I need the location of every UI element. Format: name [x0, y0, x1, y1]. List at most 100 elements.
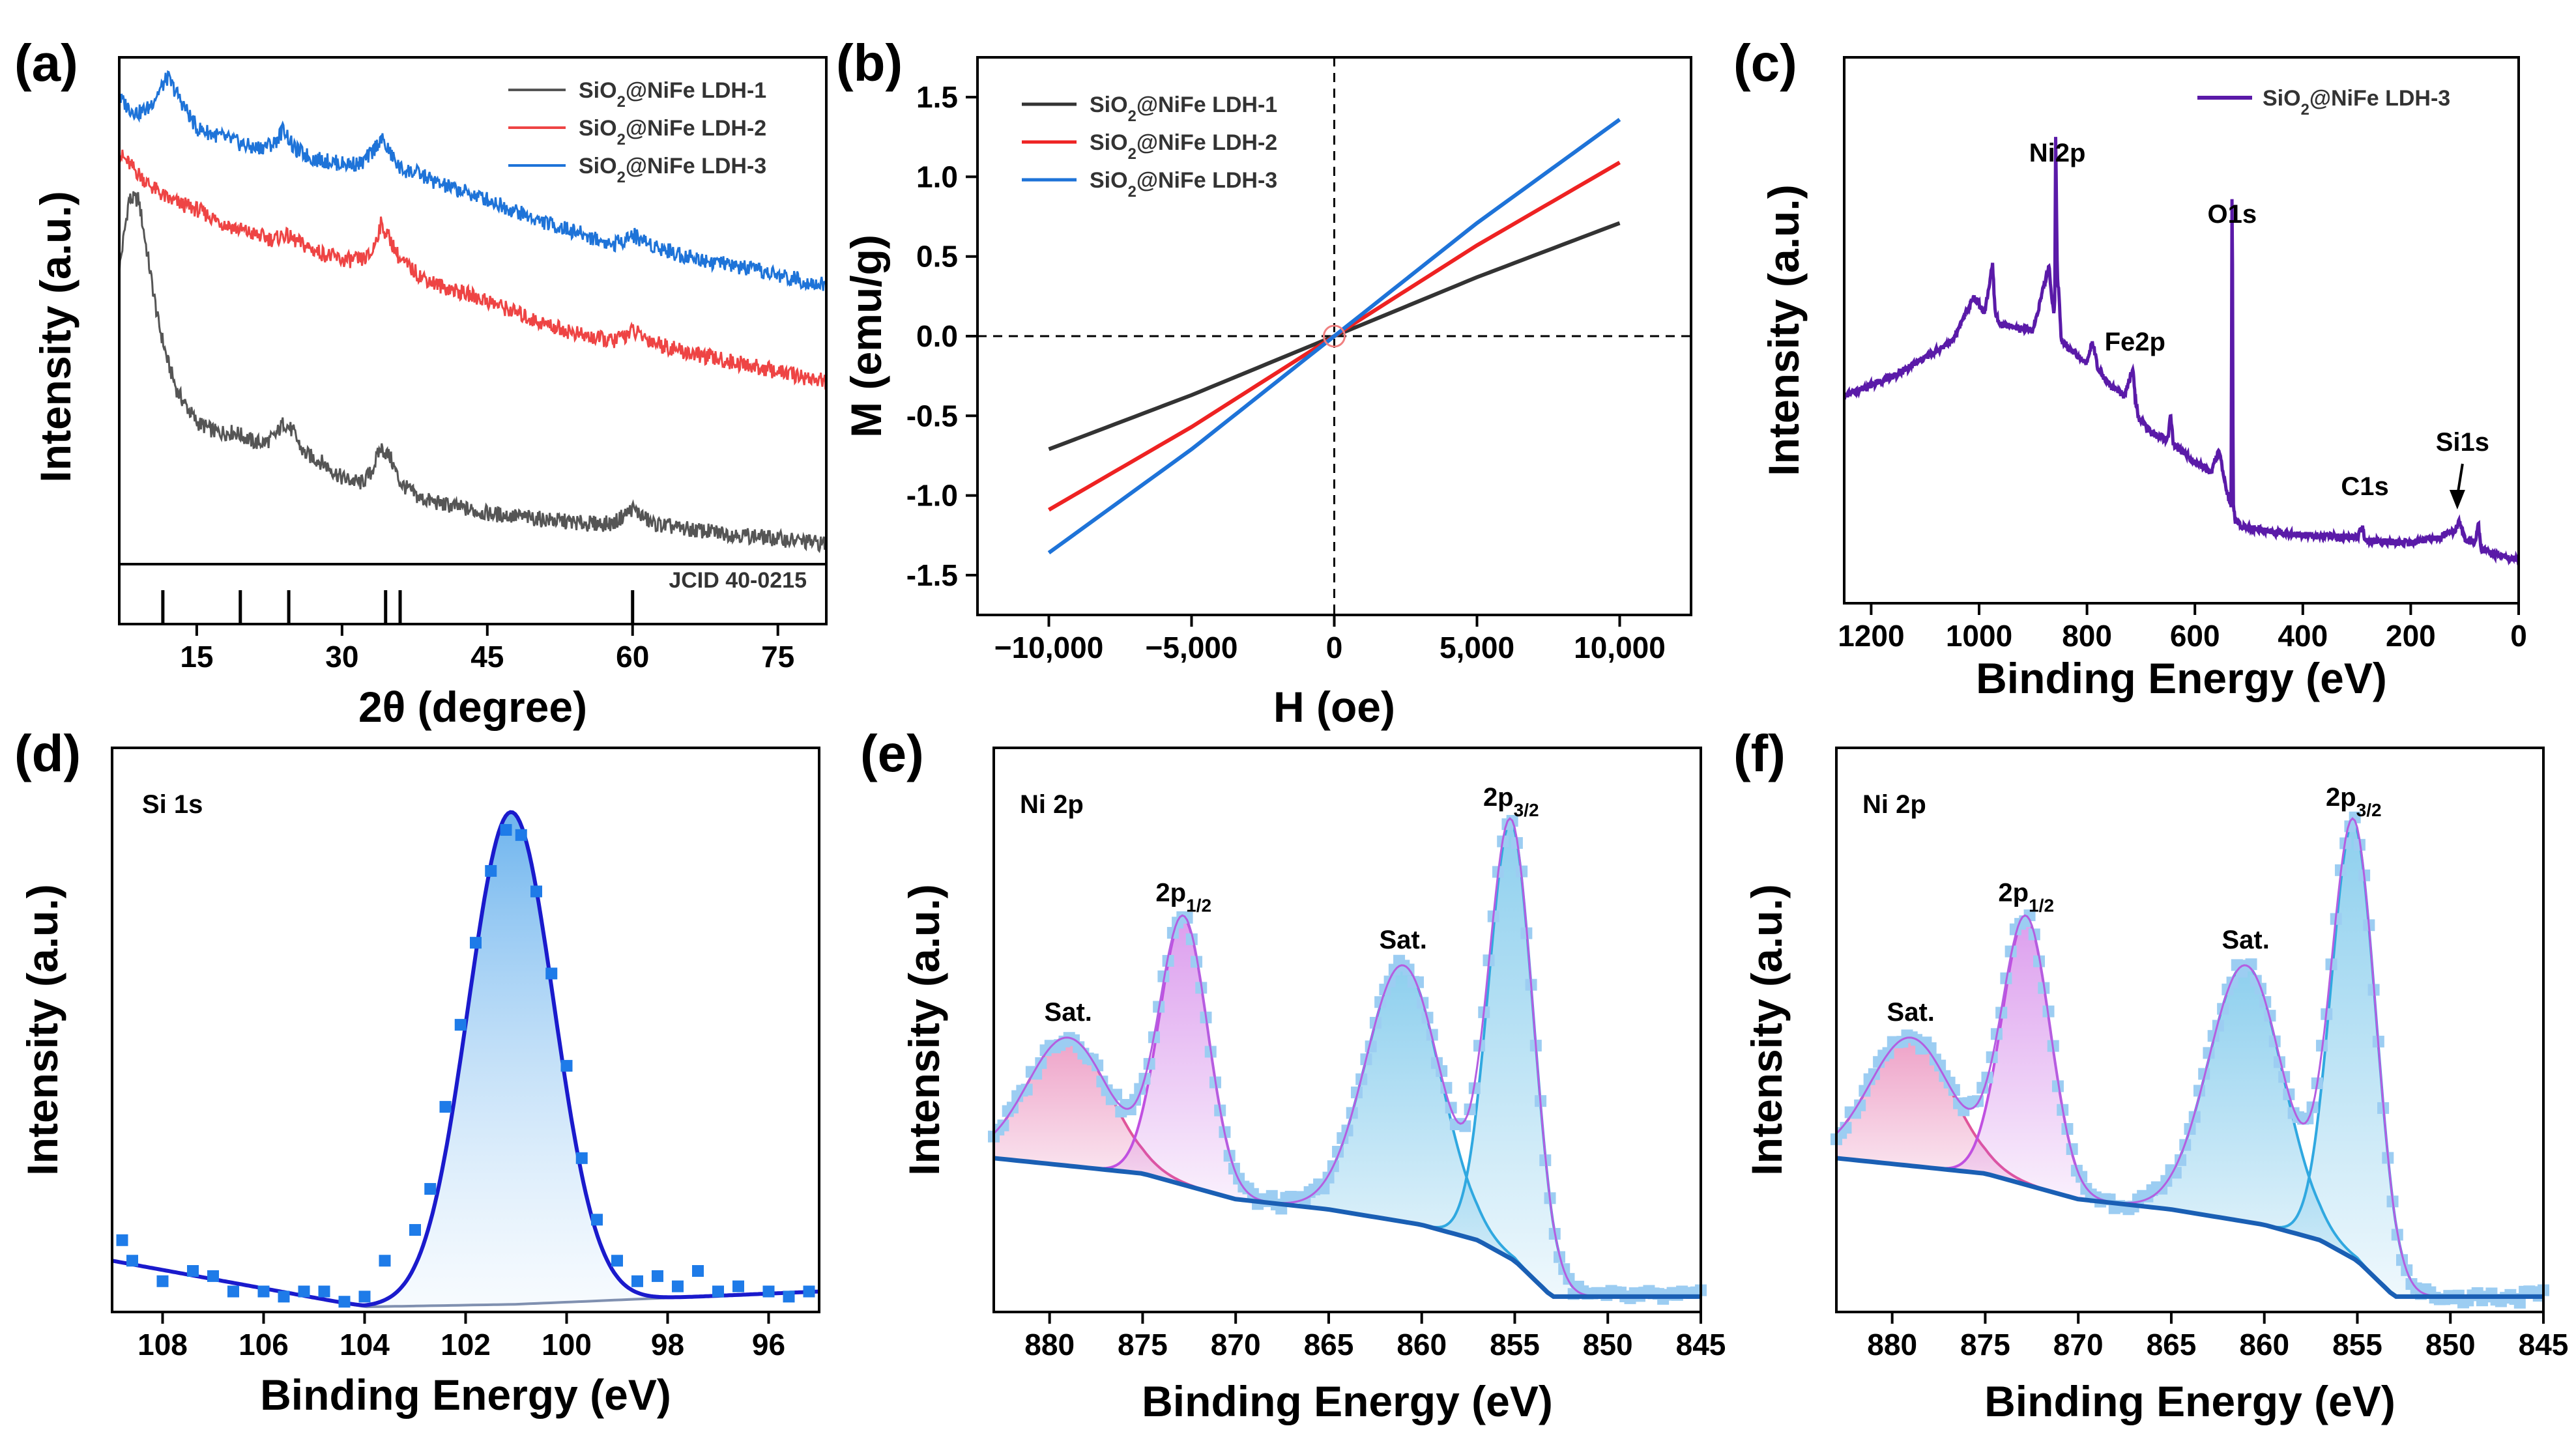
peak-label: 2p3/2 — [1483, 783, 1539, 820]
peak-label: Sat. — [1045, 998, 1092, 1027]
x-tick-label: 865 — [1304, 1328, 1354, 1361]
y-axis-title: Intensity (a.u.) — [900, 884, 948, 1175]
data-point — [424, 1183, 437, 1195]
background-line — [1836, 1156, 2543, 1299]
x-tick-label: 860 — [1397, 1328, 1447, 1361]
data-point — [1181, 911, 1193, 924]
data-point — [803, 1285, 815, 1298]
peak-label: 2p1/2 — [1998, 878, 2054, 915]
x-tick-label: 845 — [2519, 1328, 2569, 1361]
legend-label: SiO2@NiFe LDH-2 — [1090, 130, 1277, 163]
legend-label-main: SiO — [2263, 86, 2301, 111]
panel-label: (d) — [14, 724, 81, 782]
legend-label-main: SiO — [579, 116, 617, 141]
x-axis-title: 2θ (degree) — [358, 683, 587, 731]
data-point — [1247, 1188, 1259, 1200]
x-tick-label: 1000 — [1946, 619, 2012, 653]
x-tick-label: 800 — [2062, 619, 2112, 653]
data-point — [732, 1280, 744, 1292]
data-point — [652, 1270, 663, 1282]
panel-label: (a) — [14, 34, 78, 92]
peak-label-main: 2p — [2326, 783, 2356, 812]
legend-label-sub: 2 — [2301, 101, 2309, 119]
legend-label-sub: 2 — [1128, 107, 1136, 125]
x-tick-label: 855 — [2332, 1328, 2382, 1361]
series-line-1 — [118, 191, 828, 554]
x-axis-title: Binding Energy (eV) — [260, 1371, 671, 1419]
data-point — [358, 1290, 371, 1303]
x-tick-label: 855 — [1490, 1328, 1540, 1361]
y-tick-label: -1.0 — [906, 479, 958, 513]
x-tick-label: 75 — [761, 640, 794, 674]
y-axis-title: Intensity (a.u.) — [1759, 184, 1808, 476]
peak-fill — [994, 1037, 1232, 1199]
peak-label-main: 2p — [1155, 878, 1186, 907]
x-tick-label: 860 — [2239, 1328, 2289, 1361]
series-line-2 — [119, 149, 828, 390]
legend-label-rest: @NiFe LDH-2 — [626, 116, 766, 141]
data-point — [1143, 1058, 1155, 1070]
data-point — [2513, 1296, 2526, 1309]
peak-label-sub: 1/2 — [1186, 895, 1211, 915]
data-point — [1840, 1122, 1852, 1134]
data-point — [611, 1255, 623, 1267]
legend-label-sub: 2 — [617, 169, 626, 186]
peak-label-main: 2p — [1998, 878, 2029, 907]
data-point — [2023, 909, 2036, 922]
legend-label-main: SiO — [1090, 168, 1128, 193]
x-axis-title: Binding Energy (eV) — [1142, 1377, 1553, 1425]
arrow-head — [2449, 490, 2465, 509]
legend-label: SiO2@NiFe LDH-1 — [1090, 93, 1277, 125]
legend-label-rest: @NiFe LDH-1 — [626, 78, 766, 103]
x-tick-label: 850 — [1583, 1328, 1633, 1361]
data-point — [1020, 1083, 1033, 1096]
legend-label-sub: 2 — [617, 93, 626, 111]
data-point — [1185, 933, 1198, 945]
x-tick-label: 850 — [2425, 1328, 2476, 1361]
data-point — [318, 1285, 330, 1298]
legend-label-sub: 2 — [1128, 183, 1136, 201]
data-point — [1948, 1084, 1960, 1096]
plot-frame — [1843, 56, 2520, 605]
data-point — [2207, 1030, 2220, 1042]
data-point — [672, 1280, 684, 1292]
y-axis-title: Intensity (a.u.) — [31, 191, 80, 482]
data-point — [379, 1255, 391, 1267]
plot-frame — [1835, 747, 2545, 1313]
peak-fill — [1929, 918, 2123, 1205]
data-point — [338, 1296, 351, 1308]
data-point — [515, 829, 527, 841]
fit-envelope — [992, 817, 1701, 1298]
panel-d: (d) 108 106 104 102 100 98 96 Binding Energy (eV… — [14, 724, 820, 1419]
legend-label-rest: @NiFe LDH-3 — [1136, 168, 1277, 193]
peak-fill — [1836, 1037, 2075, 1199]
legend-label-sub: 2 — [617, 131, 626, 149]
panel-label: (f) — [1733, 724, 1786, 782]
y-axis-title: M (emu/g) — [842, 235, 890, 438]
x-tick-label: −5,000 — [1146, 631, 1238, 664]
reference-label: JCID 40-0215 — [669, 568, 807, 593]
x-tick-label: 875 — [1960, 1328, 2010, 1361]
x-tick-label: 0 — [1326, 631, 1343, 664]
data-point — [1854, 1099, 1866, 1111]
peak-label: Sat. — [2221, 926, 2269, 954]
legend-label-rest: @NiFe LDH-3 — [2309, 86, 2450, 111]
legend-label-sub: 2 — [1128, 145, 1136, 163]
data-point — [227, 1285, 239, 1298]
panel-label: (c) — [1733, 34, 1797, 92]
peak-label-sub: 1/2 — [2029, 895, 2054, 915]
x-tick-label: 102 — [441, 1328, 491, 1361]
panel-title: Ni 2p — [1020, 790, 1084, 819]
data-point — [575, 1152, 588, 1164]
data-point — [762, 1285, 775, 1298]
peak-label-sub: 3/2 — [2356, 799, 2382, 820]
peak-label-sub: 3/2 — [1514, 799, 1539, 820]
x-tick-label: 15 — [180, 640, 213, 674]
panel-f: (f) 880 875 870 865 860 855 850 845 Binding Energ… — [1733, 724, 2568, 1425]
data-point — [530, 885, 542, 898]
x-tick-label: 100 — [542, 1328, 592, 1361]
peak-label: Sat. — [1887, 998, 1935, 1027]
data-point — [454, 1019, 467, 1031]
peak-fill — [1086, 918, 1281, 1205]
panel-a: (a) JCID 40-0215 15 30 45 60 75 2θ (degree) Inte… — [14, 34, 828, 731]
